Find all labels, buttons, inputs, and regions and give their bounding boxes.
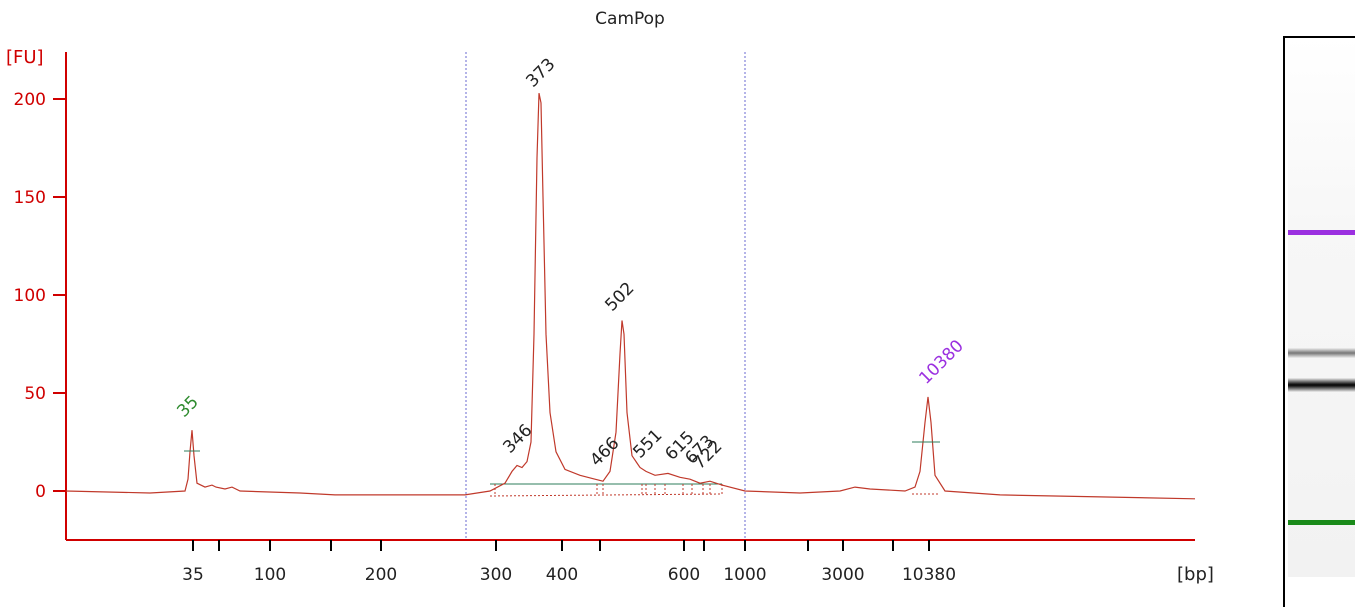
electropherogram: CamPop [FU] [bp] 0 50 100 150 200 35 100 200 30… xyxy=(6,9,1214,585)
x-tick-label-35: 35 xyxy=(182,565,204,585)
x-tick-label-200: 200 xyxy=(365,565,397,585)
x-tick-label-400: 400 xyxy=(546,565,578,585)
y-axis-label: [FU] xyxy=(6,47,44,68)
x-tick-label-1000: 1000 xyxy=(723,565,766,585)
x-tick-label-600: 600 xyxy=(668,565,700,585)
gel-band-373 xyxy=(1288,378,1355,392)
chart-title: CamPop xyxy=(595,9,665,29)
y-tick-label-0: 0 xyxy=(35,482,46,502)
peak-label-551: 551 xyxy=(629,425,666,462)
x-tick-label-3000: 3000 xyxy=(821,565,864,585)
y-tick-label-150: 150 xyxy=(14,188,46,208)
x-tick-label-300: 300 xyxy=(480,565,512,585)
y-tick-label-100: 100 xyxy=(14,286,46,306)
peak-label-10380: 10380 xyxy=(915,336,967,388)
x-tick-label-100: 100 xyxy=(254,565,286,585)
peak-label-35: 35 xyxy=(173,392,202,421)
y-tick-label-50: 50 xyxy=(24,384,46,404)
gel-band-lower-marker xyxy=(1288,520,1355,525)
gel-band-upper-marker xyxy=(1288,230,1355,235)
gel-lane-background xyxy=(1288,36,1355,577)
peak-label-466: 466 xyxy=(586,433,623,470)
y-tick-label-200: 200 xyxy=(14,90,46,110)
peak-label-373: 373 xyxy=(522,54,559,91)
peak-label-502: 502 xyxy=(601,278,638,315)
gel-band-502 xyxy=(1288,348,1355,358)
integration-base xyxy=(489,493,723,497)
fluorescence-trace xyxy=(65,92,1196,500)
x-tick-label-10380: 10380 xyxy=(902,565,956,585)
gel-lane xyxy=(1283,36,1355,607)
x-axis-label: [bp] xyxy=(1177,564,1214,585)
